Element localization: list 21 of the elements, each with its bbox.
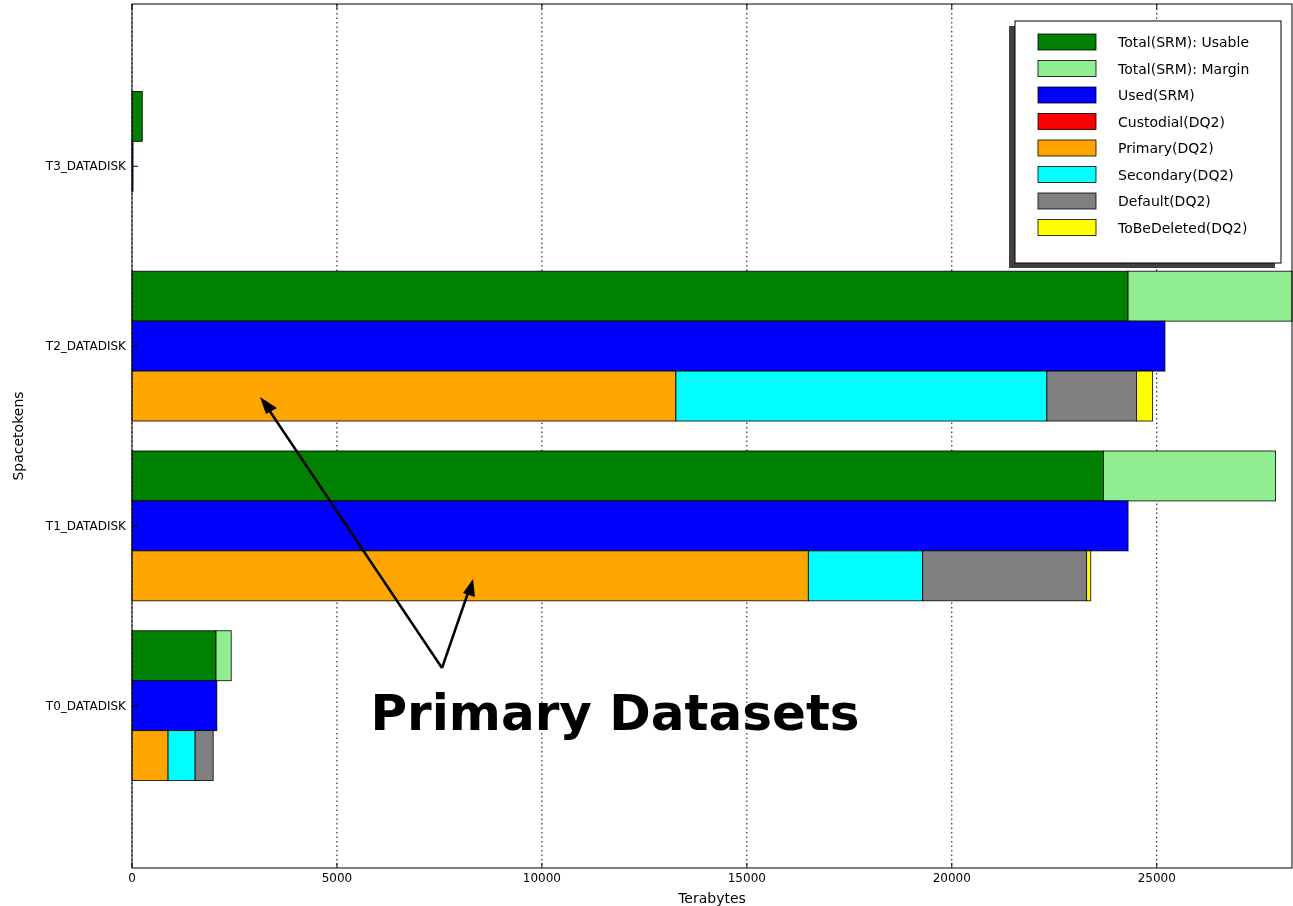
y-tick-label: T3_DATADISK bbox=[44, 159, 128, 174]
x-tick-label: 20000 bbox=[932, 871, 971, 885]
legend-label: Total(SRM): Usable bbox=[1117, 34, 1249, 50]
x-tick-label: 25000 bbox=[1137, 871, 1176, 885]
legend-label: ToBeDeleted(DQ2) bbox=[1117, 219, 1248, 236]
legend-label: Total(SRM): Margin bbox=[1117, 60, 1250, 77]
legend-label: Secondary(DQ2) bbox=[1118, 166, 1234, 183]
x-tick-label: 0 bbox=[128, 871, 136, 885]
x-axis-title: Terabytes bbox=[677, 890, 746, 906]
legend-label: Primary(DQ2) bbox=[1118, 140, 1214, 156]
legend-label: Custodial(DQ2) bbox=[1118, 113, 1225, 130]
y-axis-title: Spacetokens bbox=[10, 391, 26, 481]
y-tick-label: T1_DATADISK bbox=[44, 518, 128, 533]
x-tick-label: 15000 bbox=[727, 871, 766, 885]
y-tick-label: T0_DATADISK bbox=[44, 698, 128, 713]
legend-label: Default(DQ2) bbox=[1118, 193, 1211, 209]
annotation: Primary Datasets bbox=[370, 684, 860, 742]
x-tick-label: 5000 bbox=[321, 871, 353, 885]
x-tick-label: 10000 bbox=[522, 871, 561, 885]
y-tick-label: T2_DATADISK bbox=[44, 339, 128, 354]
legend-label: Used(SRM) bbox=[1118, 87, 1195, 103]
